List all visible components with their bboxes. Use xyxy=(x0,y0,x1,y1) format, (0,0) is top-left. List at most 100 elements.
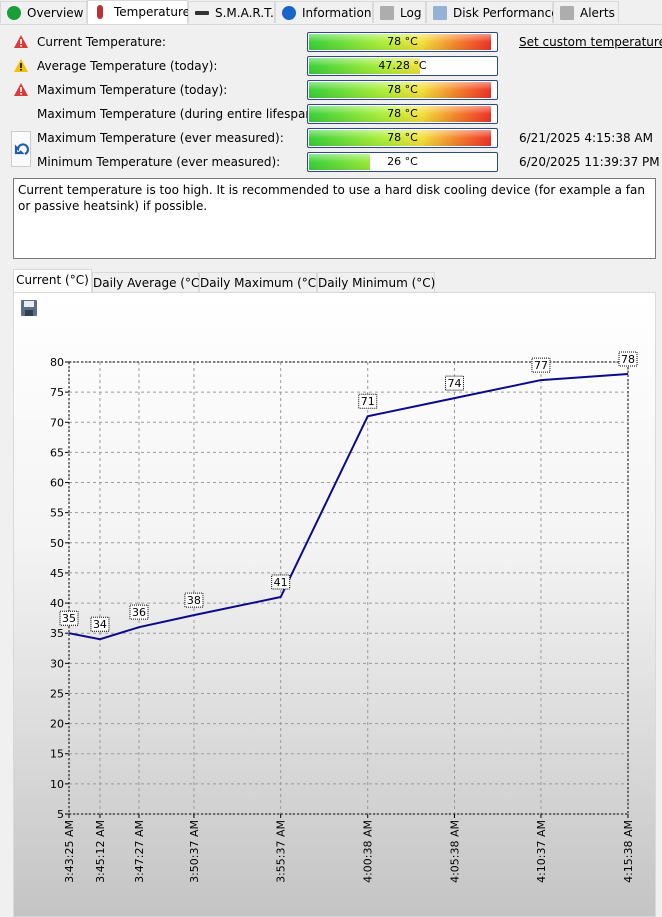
x-tick-label: 4:00:38 AM xyxy=(362,820,375,883)
y-tick-label: 15 xyxy=(50,748,64,761)
save-button[interactable] xyxy=(19,298,39,318)
tab-label: Information xyxy=(302,6,372,20)
chart-panel: 5 10 15 20 25 30 35 40 45 50 55 60 65 70 75 80 3:43:25 A… xyxy=(13,292,656,917)
row-label: Current Temperature: xyxy=(37,35,166,49)
y-tick-label: 70 xyxy=(50,416,64,429)
y-tick-label: 60 xyxy=(50,477,64,490)
row-date: 6/20/2025 11:39:37 PM xyxy=(519,155,660,169)
tab[interactable]: Temperature xyxy=(87,0,191,25)
gauge-fill xyxy=(309,82,492,98)
y-tick-label: 80 xyxy=(50,356,64,369)
gauge-fill xyxy=(309,58,420,74)
tab-icon xyxy=(433,6,447,20)
plot-border xyxy=(68,361,629,815)
tab[interactable]: Information xyxy=(275,1,373,23)
x-tick-label: 4:10:37 AM xyxy=(535,820,548,883)
chart-tab[interactable]: Current (°C) xyxy=(13,269,92,293)
x-tick-label: 3:45:12 AM xyxy=(94,820,107,883)
chart-tab[interactable]: Daily Maximum (°C) xyxy=(199,272,321,292)
data-label-box xyxy=(618,351,638,367)
tab-label: S.M.A.R.T. xyxy=(215,6,274,20)
data-label: 36 xyxy=(132,606,146,619)
line-chart: 5 10 15 20 25 30 35 40 45 50 55 60 65 70 75 80 3:43:25 A… xyxy=(50,351,638,883)
tab-label: Disk Performance xyxy=(453,6,559,20)
threshold-link[interactable]: Set custom temperature thr xyxy=(519,35,662,49)
gauge-gradient xyxy=(309,130,492,146)
data-label: 71 xyxy=(361,395,375,408)
reset-button[interactable] xyxy=(11,131,31,167)
tab-icon xyxy=(7,6,21,20)
tab-divider xyxy=(0,24,662,25)
tab-icon xyxy=(282,6,296,20)
row-label: Maximum Temperature (during entire lifes… xyxy=(37,107,322,121)
y-tick-label: 45 xyxy=(50,567,64,580)
x-tick-label: 4:05:38 AM xyxy=(448,820,461,883)
temperature-gauge: 78 °C xyxy=(307,32,498,52)
row-date: 6/21/2025 4:15:38 AM xyxy=(519,131,653,145)
data-label-box xyxy=(444,375,464,391)
tab-label: Temperature xyxy=(114,5,191,19)
warning-icon xyxy=(14,59,28,72)
data-label-box xyxy=(184,592,204,608)
tab[interactable]: Alerts xyxy=(553,1,619,23)
gauge-fill xyxy=(309,154,370,170)
gauge-fill xyxy=(309,106,492,122)
y-tick-label: 20 xyxy=(50,718,64,731)
tab[interactable]: Overview xyxy=(0,1,87,23)
gauge-gradient xyxy=(309,82,492,98)
gauge-gradient xyxy=(309,106,492,122)
gauge-fill xyxy=(309,34,492,50)
tab[interactable]: Log xyxy=(373,1,426,23)
y-tick-label: 10 xyxy=(50,778,64,791)
temperature-gauge: 78 °C xyxy=(307,104,498,124)
x-tick-label: 4:15:38 AM xyxy=(622,820,635,883)
y-tick-label: 35 xyxy=(50,627,64,640)
tab[interactable]: Disk Performance xyxy=(426,1,559,23)
gauge-gradient xyxy=(309,34,492,50)
data-label-box xyxy=(271,574,291,590)
reset-icon xyxy=(14,143,30,156)
temperature-gauge: 78 °C xyxy=(307,80,498,100)
warning-icon xyxy=(14,35,28,48)
tab-icon xyxy=(560,6,574,20)
data-label: 77 xyxy=(534,359,548,372)
chart-tab[interactable]: Daily Minimum (°C) xyxy=(317,272,435,292)
data-label: 34 xyxy=(93,618,107,631)
gauge-label: 78 °C xyxy=(387,83,418,96)
gauge-gradient xyxy=(309,58,420,74)
tab-label: Overview xyxy=(27,6,84,20)
tab-label: Log xyxy=(400,6,422,20)
row-label: Average Temperature (today): xyxy=(37,59,218,73)
data-label-box xyxy=(531,357,551,373)
chart-tab[interactable]: Daily Average (°C) xyxy=(92,272,204,292)
tab-label: Alerts xyxy=(580,6,615,20)
tab-icon xyxy=(380,6,394,20)
x-tick-label: 3:50:37 AM xyxy=(188,820,201,883)
y-tick-label: 75 xyxy=(50,386,64,399)
temperature-gauge: 78 °C xyxy=(307,128,498,148)
gauge-label: 78 °C xyxy=(387,35,418,48)
gauge-label: 47.28 °C xyxy=(378,59,427,72)
temperature-gauge: 47.28 °C xyxy=(307,56,498,76)
y-tick-label: 55 xyxy=(50,507,64,520)
row-label: Minimum Temperature (ever measured): xyxy=(37,155,281,169)
data-label-box xyxy=(129,604,149,620)
gauge-label: 78 °C xyxy=(387,131,418,144)
y-tick-label: 30 xyxy=(50,657,64,670)
data-label: 41 xyxy=(274,576,288,589)
data-label-box xyxy=(90,616,110,632)
tab[interactable]: S.M.A.R.T. xyxy=(188,1,275,23)
y-tick-label: 40 xyxy=(50,597,64,610)
y-tick-label: 25 xyxy=(50,687,64,700)
y-tick-label: 65 xyxy=(50,446,64,459)
gauge-gradient xyxy=(309,154,370,170)
row-label: Maximum Temperature (today): xyxy=(37,83,228,97)
data-label: 74 xyxy=(447,377,461,390)
y-tick-label: 5 xyxy=(57,808,64,821)
gauge-label: 78 °C xyxy=(387,107,418,120)
temperature-gauge: 26 °C xyxy=(307,152,498,172)
warning-icon xyxy=(14,83,28,96)
x-tick-label: 3:43:25 AM xyxy=(63,820,76,883)
y-tick-label: 50 xyxy=(50,537,64,550)
